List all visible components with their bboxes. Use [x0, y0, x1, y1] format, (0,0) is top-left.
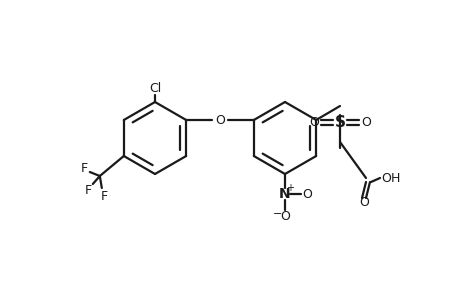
Text: O: O — [308, 116, 318, 128]
Text: O: O — [358, 196, 368, 208]
Text: S: S — [334, 115, 345, 130]
Text: N: N — [279, 187, 290, 201]
Text: F: F — [80, 161, 87, 175]
Text: O: O — [280, 209, 289, 223]
Text: O: O — [215, 113, 224, 127]
Text: F: F — [84, 184, 91, 196]
Text: O: O — [360, 116, 370, 128]
Text: O: O — [302, 188, 311, 200]
Text: H: H — [390, 172, 399, 184]
Text: Cl: Cl — [149, 82, 161, 94]
Text: −: − — [273, 209, 282, 219]
Text: F: F — [100, 190, 107, 202]
Text: +: + — [285, 183, 293, 193]
Text: O: O — [380, 172, 390, 184]
